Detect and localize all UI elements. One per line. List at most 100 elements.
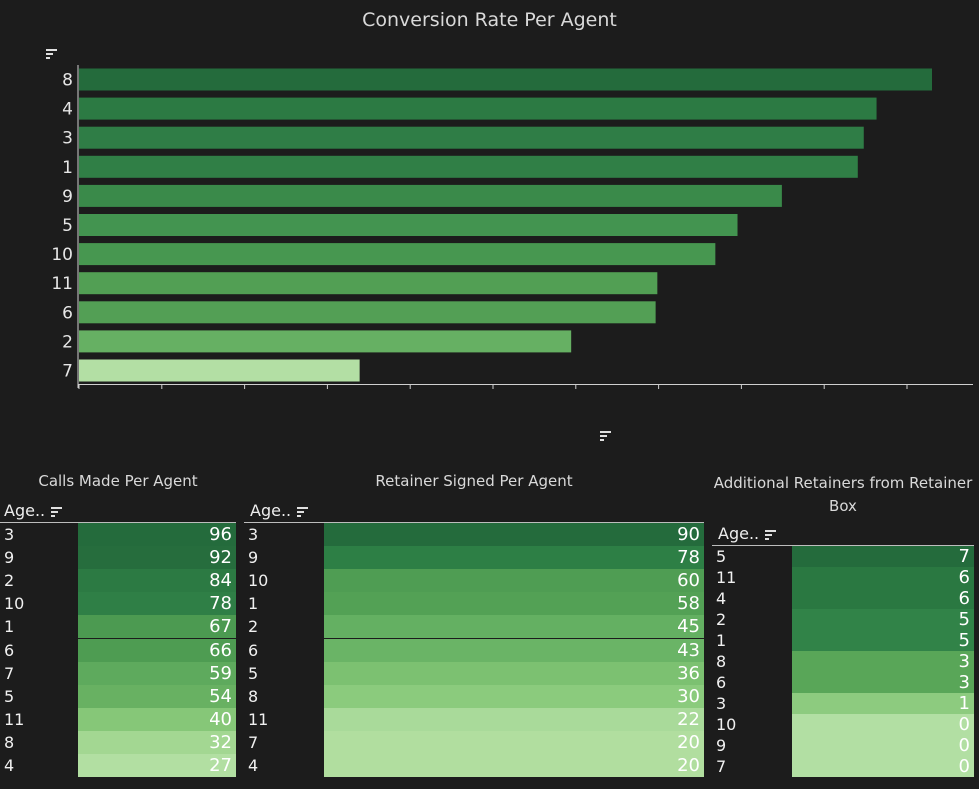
table-row[interactable]: 3 90 [244, 523, 704, 547]
table-row[interactable]: 2 45 [244, 615, 704, 639]
cell-value: 45 [677, 616, 700, 638]
value-cell: 20 [324, 754, 704, 778]
table-row[interactable]: 10 78 [0, 592, 236, 616]
row-label: 2 [716, 610, 727, 629]
row-label: 9 [248, 548, 259, 568]
table-row[interactable]: 10 60 [244, 569, 704, 593]
cell-value: 30 [677, 685, 700, 707]
sort-icon[interactable] [51, 507, 63, 517]
cell-value: 43 [677, 639, 700, 661]
cell-value: 54 [209, 685, 232, 707]
cell-value: 0 [958, 735, 970, 756]
table-row[interactable]: 10 0 [712, 714, 974, 735]
table-row[interactable]: 9 92 [0, 546, 236, 570]
value-cell: 58 [324, 592, 704, 616]
table-row[interactable]: 6 43 [244, 638, 704, 662]
value-cell: 5 [792, 630, 974, 651]
bar-agent-5[interactable] [79, 214, 738, 236]
table-row[interactable]: 9 78 [244, 546, 704, 570]
value-cell: 6 [792, 588, 974, 609]
bar-agent-3[interactable] [79, 126, 864, 149]
value-cell: 0 [792, 756, 974, 777]
y-tick-label: 4 [62, 100, 73, 120]
row-label: 4 [716, 589, 727, 608]
sort-icon[interactable] [297, 507, 309, 517]
row-label: 7 [4, 663, 15, 683]
table-row[interactable]: 11 6 [712, 567, 974, 588]
row-label: 10 [248, 571, 269, 591]
value-cell: 40 [78, 707, 236, 731]
row-label: 3 [4, 525, 15, 544]
additional-table-header[interactable]: Age.. [718, 524, 760, 543]
value-cell: 59 [78, 661, 236, 685]
table-row[interactable]: 2 84 [0, 569, 236, 593]
bar-agent-9[interactable] [79, 184, 782, 207]
sort-icon[interactable] [46, 49, 58, 59]
table-row[interactable]: 4 27 [0, 754, 236, 778]
table-row[interactable]: 4 20 [244, 754, 704, 778]
sort-icon[interactable] [600, 431, 612, 441]
bar-agent-8[interactable] [79, 68, 932, 91]
cell-value: 96 [209, 524, 232, 545]
row-label: 8 [248, 686, 259, 706]
bar-agent-7[interactable] [79, 359, 360, 382]
row-label: 1 [248, 594, 259, 614]
bar-agent-10[interactable] [79, 243, 716, 266]
bar-chart: 8 4 3 1 9 5 10 11 6 2 7 [51, 65, 973, 389]
cell-value: 58 [677, 593, 700, 615]
retainer-table-header[interactable]: Age.. [250, 501, 292, 520]
table-row[interactable]: 1 67 [0, 615, 236, 639]
value-cell: 20 [324, 730, 704, 754]
cell-value: 27 [209, 755, 232, 776]
row-label: 4 [4, 756, 15, 775]
value-cell: 92 [78, 546, 236, 570]
table-row[interactable]: 5 54 [0, 684, 236, 708]
table-row[interactable]: 8 30 [244, 684, 704, 708]
table-row[interactable]: 7 59 [0, 661, 236, 685]
cell-value: 36 [677, 662, 700, 684]
table-row[interactable]: 8 32 [0, 730, 236, 754]
calls-table-header[interactable]: Age.. [4, 501, 46, 520]
bar-agent-4[interactable] [79, 97, 877, 120]
table-row[interactable]: 6 66 [0, 638, 236, 662]
y-tick-label: 1 [62, 158, 73, 178]
value-cell: 32 [78, 730, 236, 754]
table-row[interactable]: 11 22 [244, 707, 704, 731]
value-cell: 3 [792, 672, 974, 693]
bar-agent-2[interactable] [79, 330, 572, 353]
value-cell: 7 [792, 546, 974, 567]
table-row[interactable]: 3 96 [0, 523, 236, 547]
table-row[interactable]: 5 36 [244, 661, 704, 685]
cell-value: 67 [209, 616, 232, 638]
row-label: 6 [248, 640, 259, 660]
bar-agent-6[interactable] [79, 301, 656, 324]
value-cell: 22 [324, 707, 704, 731]
sort-icon[interactable] [765, 530, 777, 540]
bar-agent-11[interactable] [79, 272, 658, 295]
bar-chart-title: Conversion Rate Per Agent [362, 9, 617, 31]
row-label: 1 [716, 631, 727, 650]
value-cell: 5 [792, 609, 974, 630]
value-cell: 30 [324, 684, 704, 708]
table-row[interactable]: 7 20 [244, 730, 704, 754]
y-tick-label: 8 [62, 71, 73, 91]
table-row[interactable]: 11 40 [0, 707, 236, 731]
cell-value: 0 [958, 756, 970, 777]
bar-agent-1[interactable] [79, 155, 858, 178]
table-row[interactable]: 1 58 [244, 592, 704, 616]
cell-value: 20 [677, 731, 700, 753]
y-tick-label: 11 [51, 274, 73, 294]
row-label: 3 [716, 694, 727, 713]
cell-value: 90 [677, 524, 700, 545]
retainer-table-divider [244, 522, 704, 523]
y-tick-label: 5 [62, 216, 73, 236]
